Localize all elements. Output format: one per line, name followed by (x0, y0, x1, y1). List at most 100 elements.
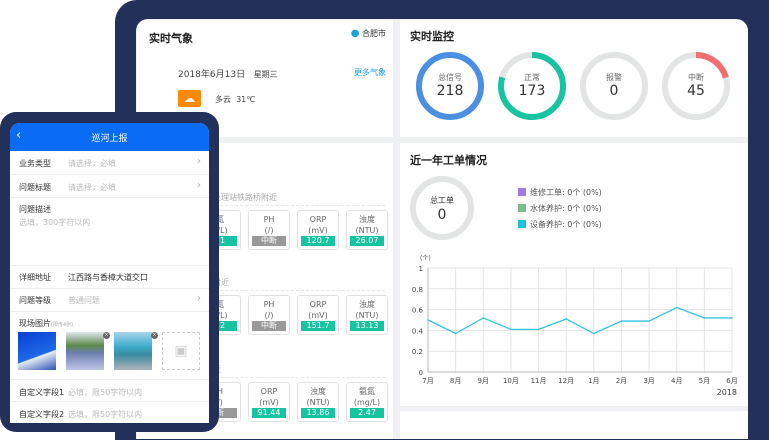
phone-title: 巡河上报 (91, 134, 128, 144)
bottom-card (400, 411, 748, 439)
field-label: 问题描述 (19, 205, 51, 214)
sensor-value: 中断 (252, 236, 286, 246)
sensor-card[interactable]: ORP (mV) 151.7 (297, 295, 339, 335)
sensor-card[interactable]: ORP (mV) 91.44 (248, 382, 290, 422)
monitor-donut-3[interactable]: 中断 45 (660, 50, 732, 122)
y-tick-label: 1 (419, 265, 423, 273)
field-value: 江西路与香樟大道交口 (68, 273, 148, 282)
more-weather-link[interactable]: 更多气象 (354, 68, 386, 77)
sensor-card[interactable]: ORP (mV) 120.7 (297, 210, 339, 250)
y-tick-label: 0.2 (412, 348, 423, 356)
address-field[interactable]: 详细地址 江西路与香樟大道交口 (10, 266, 209, 289)
custom-field-1[interactable]: 自定义字段1 必填，限50字符以内 (10, 379, 209, 402)
photo-thumbnail[interactable] (18, 332, 56, 370)
chevron-right-icon: › (197, 156, 201, 167)
x-tick-label: 9月 (478, 377, 489, 385)
monitor-donut-2[interactable]: 报警 0 (578, 50, 650, 122)
sensor-name: 氨氮 (359, 387, 375, 396)
sensor-value: 断 (203, 408, 237, 418)
donut-label: 中断 (688, 73, 704, 82)
data-point (482, 317, 485, 319)
sensor-card[interactable]: PH (/) 中断 (248, 295, 290, 335)
x-tick-label: 11月 (531, 377, 547, 385)
legend-label: 维修工单: 0个 (0%) (530, 188, 602, 197)
x-tick-label: 1月 (588, 377, 599, 385)
field-placeholder: 请选择，必填 (68, 159, 116, 168)
weather-temp: 31℃ (236, 95, 256, 104)
sensor-unit: (NTU) (306, 398, 330, 407)
sensor-unit: /) (217, 398, 223, 407)
total-label: 总工单 (430, 196, 454, 205)
data-point (427, 319, 429, 321)
sensor-name: ORP (309, 300, 327, 309)
sensor-name: 浊度 (359, 300, 375, 309)
y-tick-label: 0.6 (412, 307, 424, 315)
year-label: 2018 (717, 388, 737, 397)
workorder-line-chart: 0 0.2 0.4 0.6 0.8 1 7月 8月 9月 10月 11月 12月 1月 2月 3月 4月 5月 6… (412, 255, 738, 397)
data-point (620, 320, 623, 322)
sensor-name: ORP (260, 387, 278, 396)
series-line (427, 306, 732, 335)
data-point (648, 320, 650, 322)
sensor-unit: (/) (264, 311, 274, 320)
y-tick-label: 0.8 (412, 286, 423, 294)
phone-screen: ‹ 巡河上报 业务类型 请选择，必填 › 问题标题 请选择，必填 › 问题描述 选填，30… (10, 123, 209, 423)
custom-field-2[interactable]: 自定义字段2 选填，限50字符以内 (10, 402, 209, 423)
issue-description-textarea[interactable]: 问题描述 选填，300字符以内 (10, 198, 209, 266)
total-value: 0 (437, 207, 447, 223)
sensor-name: 氮 (216, 215, 224, 224)
x-tick-label: 7月 (422, 377, 433, 385)
legend-label: 设备养护: 0个 (0%) (530, 220, 602, 229)
phone-header: ‹ 巡河上报 (10, 123, 209, 151)
data-point (703, 317, 706, 319)
photo-thumbnail[interactable] (114, 332, 152, 370)
workorder-title: 近一年工单情况 (410, 154, 487, 167)
weather-weekday: 星期三 (253, 70, 278, 79)
remove-photo-icon[interactable]: × (151, 332, 158, 339)
sensor-name: PH (263, 215, 275, 224)
monitor-donut-0[interactable]: 总信号 218 (414, 50, 486, 122)
x-tick-label: 2月 (616, 377, 627, 385)
monitor-donut-1[interactable]: 正常 173 (496, 50, 568, 122)
field-label: 业务类型 (19, 159, 51, 168)
data-point (675, 306, 678, 309)
monitor-title: 实时监控 (410, 30, 454, 43)
field-placeholder: 必填，限50字符以内 (68, 388, 143, 397)
business-type-select[interactable]: 业务类型 请选择，必填 › (10, 151, 209, 175)
total-donut (410, 176, 474, 240)
x-tick-label: 5月 (699, 377, 710, 385)
chevron-right-icon: › (197, 180, 201, 191)
sensor-card[interactable]: PH (/) 中断 (248, 210, 290, 250)
chevron-right-icon: › (197, 293, 201, 304)
field-placeholder: 选填，限50字符以内 (68, 410, 143, 419)
legend-item: 维修工单: 0个 (0%) (518, 187, 602, 198)
sensor-unit: g/L) (212, 226, 228, 235)
add-photo-button[interactable]: ▣ (162, 332, 200, 370)
sensor-value: 13.86 (301, 408, 335, 418)
city-link[interactable]: ● 合肥市 (351, 28, 386, 39)
sensor-card[interactable]: 浊度 (NTU) 13.86 (297, 382, 339, 422)
x-tick-label: 6月 (726, 377, 737, 385)
sensor-card[interactable]: 浊度 (NTU) 26.07 (346, 210, 388, 250)
field-placeholder: 请选择，必填 (68, 183, 116, 192)
back-icon[interactable]: ‹ (16, 128, 22, 143)
sensor-name: 浊度 (359, 215, 375, 224)
monitor-card: 实时监控 总信号 218 正常 173 报警 0 中断 45 (400, 20, 748, 137)
sensor-value: 13.13 (350, 321, 384, 331)
donut-value: 0 (609, 83, 619, 99)
sensor-value: 120.7 (301, 236, 335, 246)
photo-thumbnail[interactable] (66, 332, 104, 370)
sensor-card[interactable]: 浊度 (NTU) 13.13 (346, 295, 388, 335)
donut-label: 总信号 (438, 73, 462, 82)
sensor-value: 91.44 (252, 408, 286, 418)
issue-title-select[interactable]: 问题标题 请选择，必填 › (10, 175, 209, 198)
y-tick-label: 0 (419, 369, 423, 377)
field-label: 自定义字段1 (19, 388, 65, 397)
remove-photo-icon[interactable]: × (103, 332, 110, 339)
issue-level-select[interactable]: 问题等级 普通问题 › (10, 289, 209, 312)
sensor-unit: (NTU) (355, 311, 379, 320)
weather-title: 实时气象 (149, 32, 193, 45)
x-tick-label: 10月 (503, 377, 519, 385)
donut-label: 正常 (524, 73, 540, 82)
sensor-card[interactable]: 氨氮 (mg/L) 2.47 (346, 382, 388, 422)
